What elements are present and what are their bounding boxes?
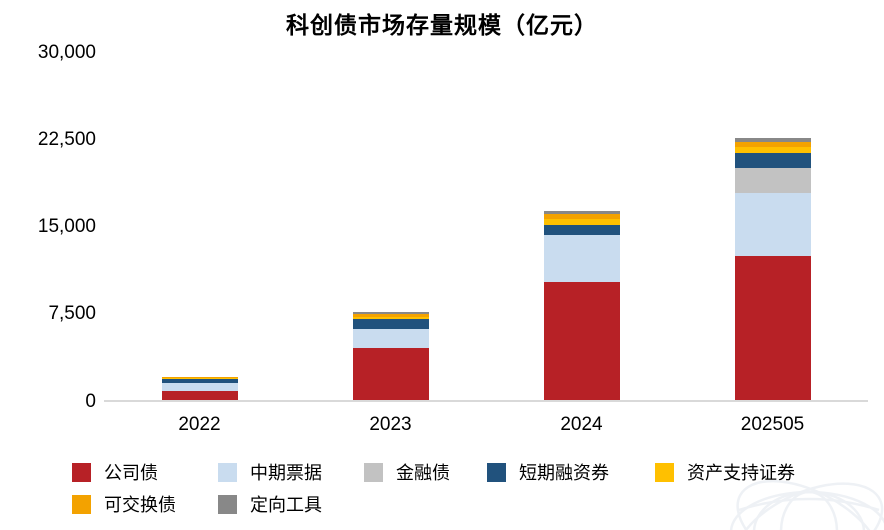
bar-2022: [161, 377, 238, 401]
legend-swatch: [655, 462, 674, 482]
legend-item-中期票据: 中期票据: [218, 462, 322, 483]
y-axis-tick-label: 7,500: [48, 303, 96, 325]
y-axis-tick-label: 30,000: [37, 41, 96, 63]
legend-swatch: [218, 462, 237, 482]
y-axis-tick-label: 22,500: [37, 128, 96, 150]
bar-segment-短期融资券: [734, 152, 811, 168]
legend-item-可交换债: 可交换债: [72, 494, 176, 515]
bar-2023: [352, 311, 429, 401]
x-axis-label: 2023: [369, 414, 412, 435]
bar-segment-公司债: [734, 256, 811, 401]
bar-segment-资产支持证券: [161, 378, 238, 379]
bar-segment-资产支持证券: [352, 316, 429, 320]
legend-item-定向工具: 定向工具: [218, 494, 322, 515]
bar-segment-可交换债: [352, 313, 429, 317]
legend-item-短期融资券: 短期融资券: [487, 462, 609, 483]
legend-swatch: [487, 462, 506, 482]
legend-swatch: [72, 494, 91, 514]
bar-segment-中期票据: [161, 383, 238, 391]
bar-segment-资产支持证券: [734, 146, 811, 153]
bar-segment-公司债: [161, 390, 238, 401]
legend-label: 短期融资券: [519, 463, 609, 483]
bar-segment-短期融资券: [161, 378, 238, 384]
chart-title: 科创债市场存量规模（亿元）: [286, 12, 598, 38]
bar-segment-可交换债: [543, 214, 620, 219]
legend-label: 金融债: [396, 463, 450, 483]
bar-segment-短期融资券: [352, 319, 429, 330]
bar-segment-定向工具: [352, 311, 429, 314]
bar-segment-金融债: [734, 167, 811, 194]
bar-segment-定向工具: [543, 211, 620, 215]
legend-label: 定向工具: [250, 495, 322, 515]
legend-label: 资产支持证券: [687, 463, 795, 483]
y-axis-tick-label: 0: [85, 390, 96, 412]
legend-swatch: [72, 462, 91, 482]
legend-label: 中期票据: [250, 463, 322, 483]
x-axis-label: 2024: [560, 414, 603, 435]
legend-item-金融债: 金融债: [364, 462, 450, 483]
bar-segment-可交换债: [734, 141, 811, 147]
bar-segment-中期票据: [734, 193, 811, 257]
legend-item-公司债: 公司债: [72, 462, 158, 483]
y-axis-tick-label: 15,000: [37, 216, 96, 237]
legend-item-资产支持证券: 资产支持证券: [655, 462, 795, 483]
x-axis-line: [104, 400, 868, 402]
legend-swatch: [364, 462, 383, 482]
bar-segment-中期票据: [352, 329, 429, 349]
watermark-globe-logo: [729, 480, 884, 530]
bar-2024: [543, 211, 620, 401]
bar-segment-公司债: [543, 281, 620, 401]
bar-segment-资产支持证券: [543, 218, 620, 226]
x-axis-label: 202505: [740, 414, 805, 435]
bar-segment-中期票据: [543, 234, 620, 282]
bar-segment-短期融资券: [543, 225, 620, 235]
x-axis-label: 2022: [178, 414, 221, 435]
bar-segment-可交换债: [161, 377, 238, 379]
legend-label: 可交换债: [104, 495, 176, 515]
bar-segment-定向工具: [734, 137, 811, 142]
legend-swatch: [218, 494, 237, 514]
bar-segment-公司债: [352, 348, 429, 401]
bar-202505: [734, 137, 811, 401]
legend-label: 公司债: [104, 463, 158, 483]
